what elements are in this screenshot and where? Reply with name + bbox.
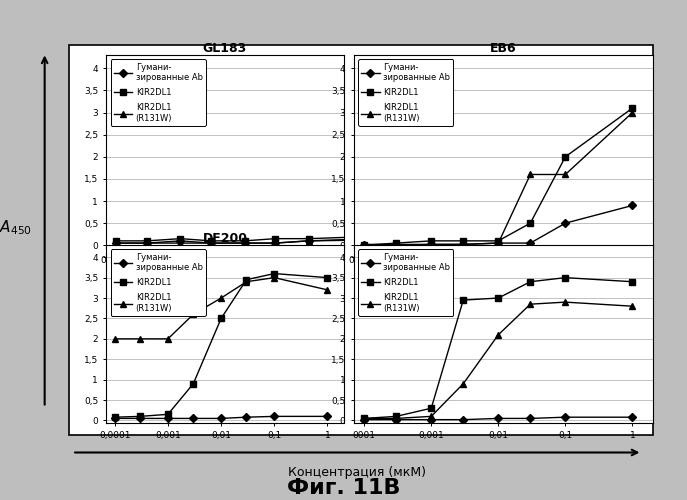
Text: Фиг. 11B: Фиг. 11B: [286, 478, 401, 498]
Legend: Гумани-
зированные Ab, KIR2DL1, KIR2DL1
(R131W): Гумани- зированные Ab, KIR2DL1, KIR2DL1 …: [111, 59, 206, 126]
Title: DF200: DF200: [203, 232, 247, 245]
Legend: Гумани-
зированные Ab, KIR2DL1, KIR2DL1
(R131W): Гумани- зированные Ab, KIR2DL1, KIR2DL1 …: [358, 59, 453, 126]
Text: $A_{450}$: $A_{450}$: [0, 218, 32, 237]
Legend: Гумани-
зированные Ab, KIR2DL1, KIR2DL1
(R131W): Гумани- зированные Ab, KIR2DL1, KIR2DL1 …: [358, 249, 453, 316]
Legend: Гумани-
зированные Ab, KIR2DL1, KIR2DL1
(R131W): Гумани- зированные Ab, KIR2DL1, KIR2DL1 …: [111, 249, 206, 316]
Title: GL183: GL183: [203, 42, 247, 55]
Text: Концентрация (мкМ): Концентрация (мкМ): [289, 466, 426, 479]
Title: EB6: EB6: [490, 42, 517, 55]
Bar: [69, 45, 653, 435]
